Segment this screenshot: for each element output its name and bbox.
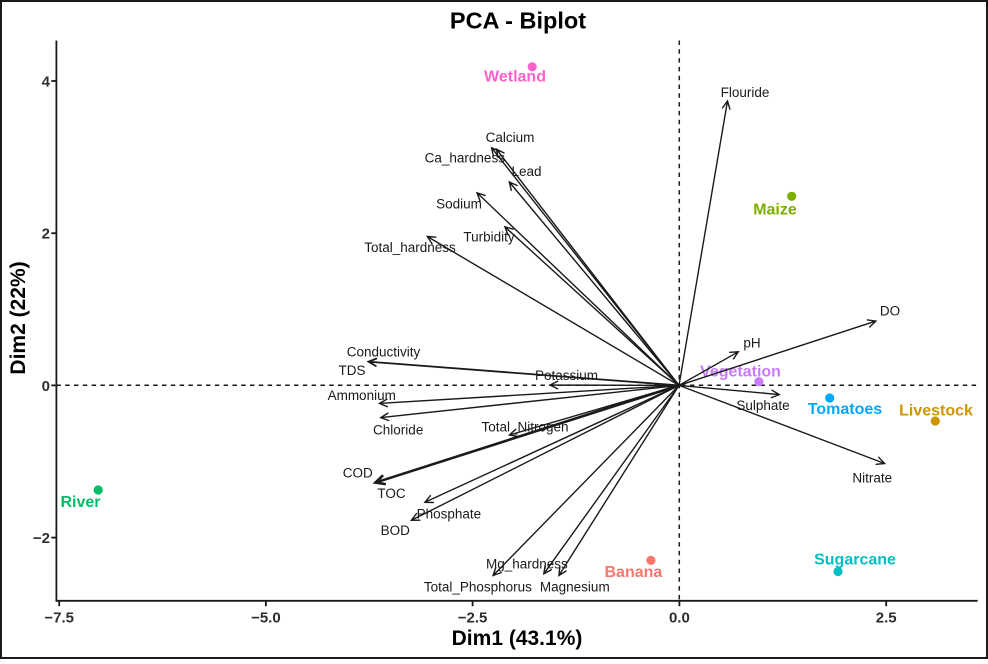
svg-text:Banana: Banana — [605, 564, 663, 581]
svg-text:Dim1 (43.1%): Dim1 (43.1%) — [452, 627, 583, 650]
svg-text:Sulphate: Sulphate — [736, 398, 789, 413]
svg-text:PCA - Biplot: PCA - Biplot — [450, 8, 586, 34]
svg-text:COD: COD — [343, 466, 373, 481]
svg-text:−2.5: −2.5 — [458, 610, 488, 627]
svg-text:Ca_hardness: Ca_hardness — [425, 151, 506, 166]
svg-text:Maize: Maize — [753, 202, 797, 219]
svg-text:Wetland: Wetland — [484, 69, 546, 86]
svg-text:−2: −2 — [33, 530, 50, 547]
svg-text:Tomatoes: Tomatoes — [808, 401, 882, 418]
svg-text:Dim2 (22%): Dim2 (22%) — [7, 261, 30, 374]
svg-text:4: 4 — [42, 73, 51, 90]
svg-text:pH: pH — [743, 336, 760, 351]
svg-text:Livestock: Livestock — [899, 402, 973, 419]
svg-text:Lead: Lead — [511, 164, 541, 179]
svg-text:0.0: 0.0 — [669, 610, 690, 627]
svg-text:TOC: TOC — [377, 486, 406, 501]
svg-text:Phosphate: Phosphate — [417, 507, 482, 522]
svg-text:0: 0 — [42, 378, 50, 395]
svg-text:Ammonium: Ammonium — [328, 388, 396, 403]
svg-text:Vegetation: Vegetation — [700, 364, 781, 381]
svg-text:2.5: 2.5 — [876, 610, 897, 627]
svg-text:Sugarcane: Sugarcane — [814, 552, 896, 569]
svg-text:Total_Phosphorus: Total_Phosphorus — [424, 579, 532, 594]
svg-text:2: 2 — [42, 226, 50, 243]
svg-text:BOD: BOD — [381, 523, 411, 538]
svg-text:Sodium: Sodium — [436, 197, 482, 212]
svg-text:Magnesium: Magnesium — [540, 579, 610, 594]
svg-text:Conductivity: Conductivity — [347, 345, 421, 360]
svg-text:TDS: TDS — [339, 363, 366, 378]
svg-text:Calcium: Calcium — [486, 130, 535, 145]
svg-text:Flouride: Flouride — [721, 85, 770, 100]
svg-text:Nitrate: Nitrate — [852, 470, 892, 485]
svg-text:−5.0: −5.0 — [251, 610, 281, 627]
svg-text:Chloride: Chloride — [373, 423, 423, 438]
svg-text:DO: DO — [880, 304, 900, 319]
svg-text:Total_hardness: Total_hardness — [364, 240, 456, 255]
svg-text:−7.5: −7.5 — [44, 610, 74, 627]
svg-text:River: River — [60, 494, 100, 511]
svg-text:Potassium: Potassium — [535, 368, 598, 383]
svg-text:Turbidity: Turbidity — [463, 230, 515, 245]
